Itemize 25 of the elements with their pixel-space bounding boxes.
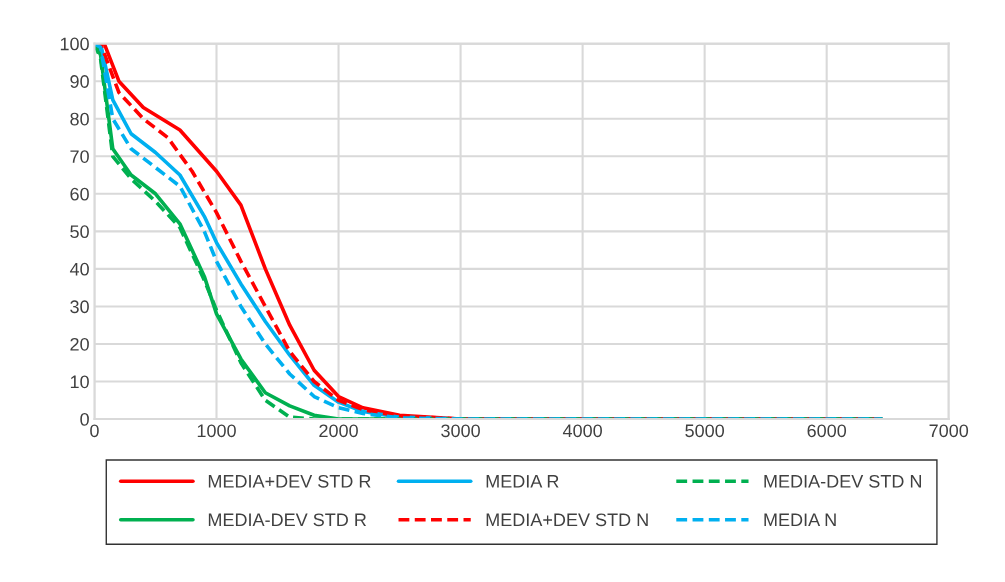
y-tick-label: 40 (69, 262, 89, 276)
x-tick-label: 3000 (441, 424, 480, 438)
y-tick-label: 100 (60, 37, 89, 51)
y-tick-label: 30 (70, 300, 89, 314)
x-tick-label: 6000 (807, 424, 847, 438)
legend-label: MEDIA+DEV STD N (486, 513, 648, 527)
x-tick-label: 1000 (197, 424, 236, 438)
x-tick-label: 4000 (562, 424, 602, 438)
y-tick-label: 10 (70, 375, 89, 389)
y-tick-label: 80 (70, 112, 89, 126)
y-tick-label: 70 (70, 150, 89, 163)
legend-label: MEDIA+DEV STD R (208, 474, 371, 488)
legend-label: MEDIA N (764, 513, 836, 526)
x-tick-label: 5000 (685, 424, 725, 438)
x-tick-label: 0 (90, 424, 99, 438)
legend-label: MEDIA-DEV STD N (764, 474, 921, 488)
legend-label: MEDIA R (486, 475, 559, 488)
y-tick-label: 0 (80, 412, 89, 426)
y-tick-label: 20 (70, 337, 89, 351)
y-tick-label: 90 (70, 75, 89, 88)
x-tick-label: 7000 (929, 424, 969, 438)
y-tick-label: 60 (70, 187, 89, 201)
legend-label: MEDIA-DEV STD R (208, 513, 367, 527)
y-tick-label: 50 (70, 225, 89, 239)
x-tick-label: 2000 (319, 424, 358, 438)
